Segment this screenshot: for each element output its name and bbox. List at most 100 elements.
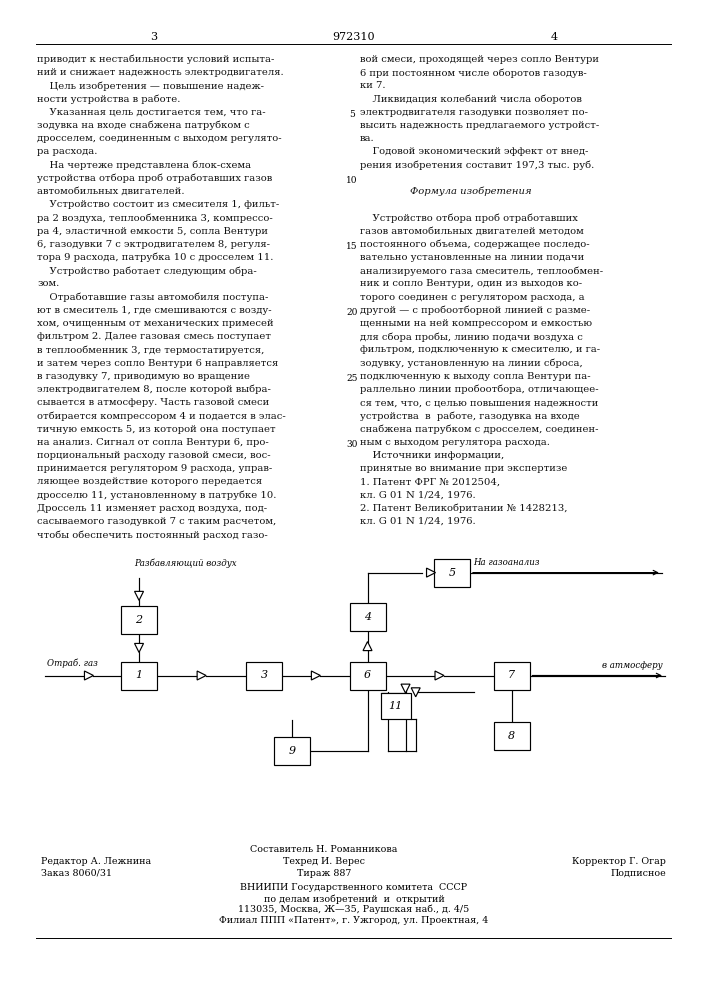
Text: подключенную к выходу сопла Вентури па-: подключенную к выходу сопла Вентури па- bbox=[360, 372, 590, 381]
Text: 25: 25 bbox=[346, 374, 358, 383]
Bar bbox=[121, 662, 157, 690]
Text: 8: 8 bbox=[508, 731, 515, 741]
Text: другой — с пробоотборной линией с разме-: другой — с пробоотборной линией с разме- bbox=[360, 306, 590, 315]
Text: 1. Патент ФРГ № 2012504,: 1. Патент ФРГ № 2012504, bbox=[360, 477, 500, 486]
Text: зодувку, установленную на линии сброса,: зодувку, установленную на линии сброса, bbox=[360, 359, 583, 368]
Text: ют в смеситель 1, где смешиваются с возду-: ют в смеситель 1, где смешиваются с возд… bbox=[37, 306, 271, 315]
Text: отбирается компрессором 4 и подается в элас-: отбирается компрессором 4 и подается в э… bbox=[37, 411, 286, 421]
Text: автомобильных двигателей.: автомобильных двигателей. bbox=[37, 187, 185, 196]
Text: сасываемого газодувкой 7 с таким расчетом,: сасываемого газодувкой 7 с таким расчето… bbox=[37, 517, 276, 526]
Bar bbox=[349, 662, 385, 690]
Text: 6 при постоянном числе оборотов газодув-: 6 при постоянном числе оборотов газодув- bbox=[360, 68, 587, 78]
Polygon shape bbox=[411, 688, 420, 697]
Text: в теплообменник 3, где термостатируется,: в теплообменник 3, где термостатируется, bbox=[37, 345, 264, 355]
Text: 6: 6 bbox=[364, 670, 371, 680]
Text: 11: 11 bbox=[389, 701, 403, 711]
Text: Источники информации,: Источники информации, bbox=[360, 451, 504, 460]
Text: Указанная цель достигается тем, что га-: Указанная цель достигается тем, что га- bbox=[37, 108, 266, 117]
Text: Ликвидация колебаний числа оборотов: Ликвидация колебаний числа оборотов bbox=[360, 95, 582, 104]
Text: 113035, Москва, Ж—35, Раушская наб., д. 4/5: 113035, Москва, Ж—35, Раушская наб., д. … bbox=[238, 905, 469, 914]
Text: 15: 15 bbox=[346, 242, 358, 251]
Text: 4: 4 bbox=[364, 612, 371, 622]
Text: устройства  в  работе, газодувка на входе: устройства в работе, газодувка на входе bbox=[360, 411, 580, 421]
Text: устройства отбора проб отработавших газов: устройства отбора проб отработавших газо… bbox=[37, 174, 272, 183]
Bar bbox=[434, 559, 470, 587]
Text: в газодувку 7, приводимую во вращение: в газодувку 7, приводимую во вращение bbox=[37, 372, 250, 381]
Text: 5: 5 bbox=[448, 568, 455, 578]
Text: На газоанализ: На газоанализ bbox=[473, 558, 539, 567]
Text: Устройство отбора проб отработавших: Устройство отбора проб отработавших bbox=[360, 213, 578, 223]
Text: фильтром 2. Далее газовая смесь поступает: фильтром 2. Далее газовая смесь поступае… bbox=[37, 332, 271, 341]
Bar bbox=[493, 722, 530, 750]
Text: ний и снижает надежность электродвигателя.: ний и снижает надежность электродвигател… bbox=[37, 68, 284, 77]
Text: ра расхода.: ра расхода. bbox=[37, 147, 98, 156]
Polygon shape bbox=[401, 684, 410, 693]
Text: 6, газодувки 7 с эктродвигателем 8, регуля-: 6, газодувки 7 с эктродвигателем 8, регу… bbox=[37, 240, 270, 249]
Text: кл. G 01 N 1/24, 1976.: кл. G 01 N 1/24, 1976. bbox=[360, 517, 476, 526]
Bar bbox=[349, 603, 385, 631]
Text: и затем через сопло Вентури 6 направляется: и затем через сопло Вентури 6 направляет… bbox=[37, 359, 279, 368]
Text: Формула изобретения: Формула изобретения bbox=[360, 187, 532, 196]
Text: газов автомобильных двигателей методом: газов автомобильных двигателей методом bbox=[360, 227, 584, 236]
Text: ра 4, эластичной емкости 5, сопла Вентури: ра 4, эластичной емкости 5, сопла Вентур… bbox=[37, 227, 268, 236]
Text: Тираж 887: Тираж 887 bbox=[297, 869, 351, 878]
Text: сывается в атмосферу. Часть газовой смеси: сывается в атмосферу. Часть газовой смес… bbox=[37, 398, 269, 407]
Text: 2. Патент Великобритании № 1428213,: 2. Патент Великобритании № 1428213, bbox=[360, 504, 568, 513]
Text: ляющее воздействие которого передается: ляющее воздействие которого передается bbox=[37, 477, 262, 486]
Text: электродвигателя газодувки позволяет по-: электродвигателя газодувки позволяет по- bbox=[360, 108, 588, 117]
Text: фильтром, подключенную к смесителю, и га-: фильтром, подключенную к смесителю, и га… bbox=[360, 345, 600, 354]
Text: На чертеже представлена блок-схема: На чертеже представлена блок-схема bbox=[37, 161, 251, 170]
Text: 9: 9 bbox=[289, 746, 296, 756]
Text: Заказ 8060/31: Заказ 8060/31 bbox=[41, 869, 112, 878]
Text: хом, очищенным от механических примесей: хом, очищенным от механических примесей bbox=[37, 319, 274, 328]
Bar bbox=[246, 662, 282, 690]
Polygon shape bbox=[84, 671, 93, 680]
Text: рения изобретения составит 197,3 тыс. руб.: рения изобретения составит 197,3 тыс. ру… bbox=[360, 161, 595, 170]
Text: ности устройства в работе.: ности устройства в работе. bbox=[37, 95, 180, 104]
Text: 1: 1 bbox=[136, 670, 143, 680]
Polygon shape bbox=[134, 591, 144, 600]
Text: Подписное: Подписное bbox=[610, 869, 666, 878]
Text: постоянного объема, содержащее последо-: постоянного объема, содержащее последо- bbox=[360, 240, 590, 249]
Text: ки 7.: ки 7. bbox=[360, 81, 385, 90]
Text: 3: 3 bbox=[151, 32, 158, 42]
Text: анализируемого газа смеситель, теплообмен-: анализируемого газа смеситель, теплообме… bbox=[360, 266, 603, 276]
Text: чтобы обеспечить постоянный расход газо-: чтобы обеспечить постоянный расход газо- bbox=[37, 530, 268, 540]
Polygon shape bbox=[426, 568, 436, 577]
Text: ва.: ва. bbox=[360, 134, 375, 143]
Text: вательно установленные на линии подачи: вательно установленные на линии подачи bbox=[360, 253, 584, 262]
Text: ник и сопло Вентури, один из выходов ко-: ник и сопло Вентури, один из выходов ко- bbox=[360, 279, 582, 288]
Text: Филиал ППП «Патент», г. Ужгород, ул. Проектная, 4: Филиал ППП «Патент», г. Ужгород, ул. Про… bbox=[219, 916, 489, 925]
Text: раллельно линии пробоотбора, отличающее-: раллельно линии пробоотбора, отличающее- bbox=[360, 385, 599, 394]
Text: Устройство работает следующим обра-: Устройство работает следующим обра- bbox=[37, 266, 257, 276]
Text: для сбора пробы, линию подачи воздуха с: для сбора пробы, линию подачи воздуха с bbox=[360, 332, 583, 342]
Text: 10: 10 bbox=[346, 176, 358, 185]
Text: 30: 30 bbox=[346, 440, 358, 449]
Polygon shape bbox=[363, 642, 372, 651]
Polygon shape bbox=[134, 643, 144, 652]
Bar bbox=[274, 737, 310, 765]
Text: Цель изобретения — повышение надеж-: Цель изобретения — повышение надеж- bbox=[37, 81, 264, 91]
Text: Годовой экономический эффект от внед-: Годовой экономический эффект от внед- bbox=[360, 147, 588, 156]
Polygon shape bbox=[197, 671, 206, 680]
Text: ся тем, что, с целью повышения надежности: ся тем, что, с целью повышения надежност… bbox=[360, 398, 598, 407]
Text: зодувка на входе снабжена патрубком с: зодувка на входе снабжена патрубком с bbox=[37, 121, 250, 130]
Bar bbox=[380, 693, 411, 719]
Bar bbox=[121, 606, 157, 634]
Text: порциональный расходу газовой смеси, вос-: порциональный расходу газовой смеси, вос… bbox=[37, 451, 271, 460]
Text: 5: 5 bbox=[349, 110, 355, 119]
Text: 2: 2 bbox=[136, 615, 143, 625]
Text: ным с выходом регулятора расхода.: ным с выходом регулятора расхода. bbox=[360, 438, 550, 447]
Text: 10: 10 bbox=[387, 698, 399, 706]
Text: электродвигателем 8, после которой выбра-: электродвигателем 8, после которой выбра… bbox=[37, 385, 271, 394]
Text: Разбавляющий воздух: Разбавляющий воздух bbox=[134, 558, 237, 568]
Text: 7: 7 bbox=[508, 670, 515, 680]
Text: тора 9 расхода, патрубка 10 с дросселем 11.: тора 9 расхода, патрубка 10 с дросселем … bbox=[37, 253, 274, 262]
Text: ВНИИПИ Государственного комитета  СССР: ВНИИПИ Государственного комитета СССР bbox=[240, 883, 467, 892]
Text: торого соединен с регулятором расхода, а: торого соединен с регулятором расхода, а bbox=[360, 293, 585, 302]
Text: принимается регулятором 9 расхода, управ-: принимается регулятором 9 расхода, управ… bbox=[37, 464, 272, 473]
Text: в атмосферу: в атмосферу bbox=[602, 661, 663, 670]
Text: зом.: зом. bbox=[37, 279, 59, 288]
Text: 3: 3 bbox=[261, 670, 268, 680]
Text: тичную емкость 5, из которой она поступает: тичную емкость 5, из которой она поступа… bbox=[37, 425, 276, 434]
